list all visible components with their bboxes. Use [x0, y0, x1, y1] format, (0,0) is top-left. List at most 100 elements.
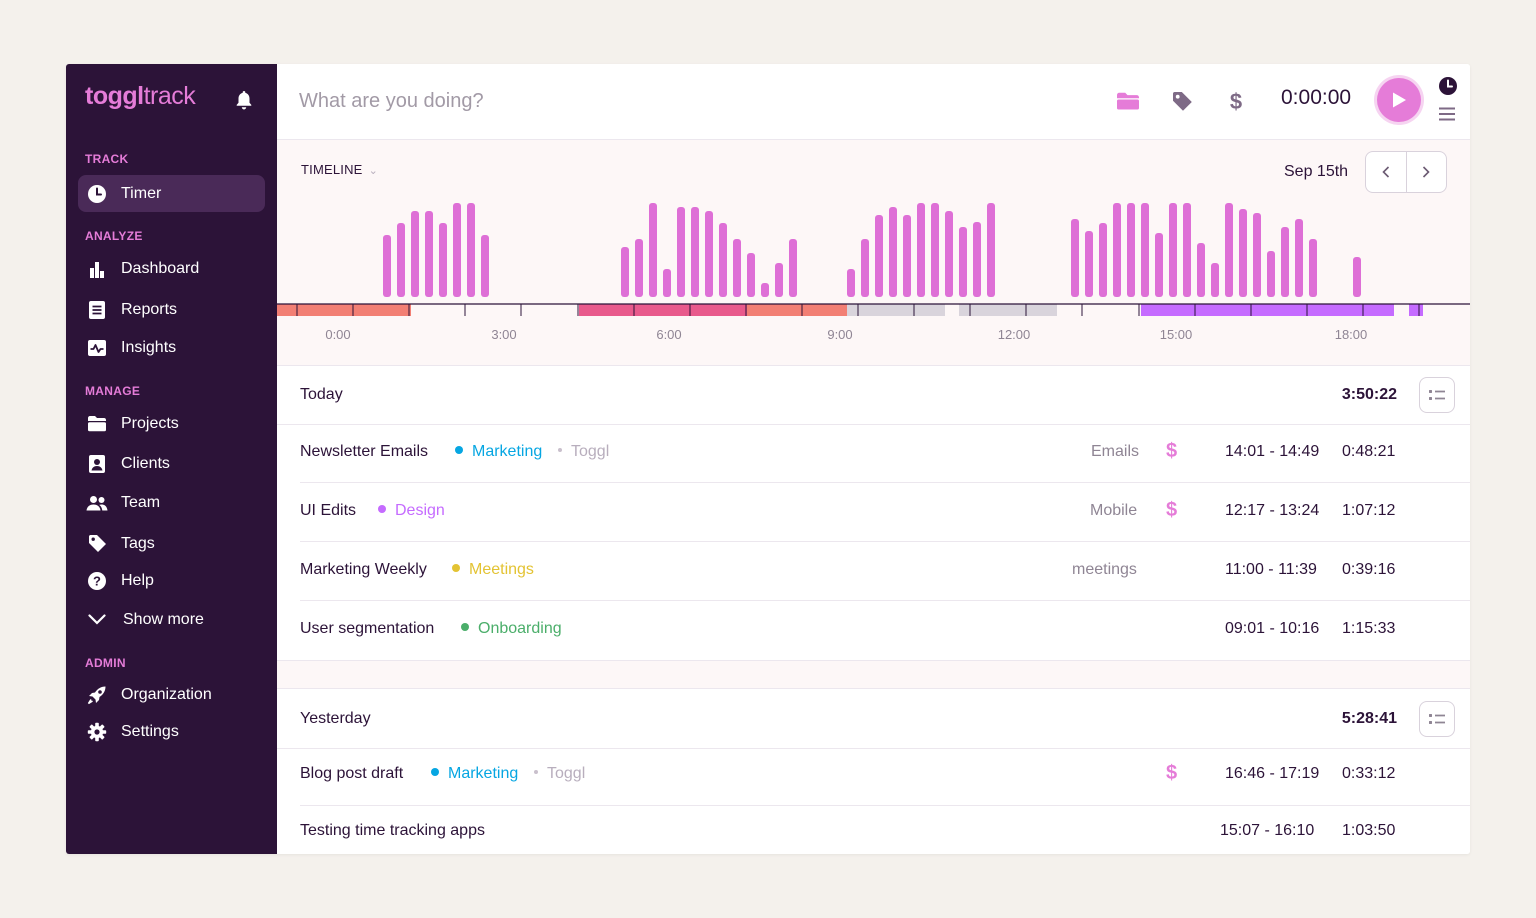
entry-description[interactable]: UI Edits	[300, 502, 357, 519]
svg-text:$: $	[1230, 89, 1242, 113]
entry-project[interactable]: Marketing	[431, 765, 518, 783]
activity-bar	[903, 215, 911, 297]
entry-duration[interactable]: 0:33:12	[1342, 765, 1396, 782]
timeline-block[interactable]	[277, 304, 411, 316]
sidebar-item-settings[interactable]: Settings	[78, 713, 265, 750]
previous-day-button[interactable]	[1366, 152, 1406, 192]
description-input[interactable]	[299, 86, 999, 116]
help-icon: ?	[86, 570, 108, 592]
tag-icon[interactable]	[1170, 89, 1194, 113]
project-dot	[452, 564, 460, 572]
entry-duration[interactable]: 1:03:50	[1342, 822, 1396, 839]
activity-bar	[861, 239, 869, 297]
manual-mode-icon[interactable]	[1438, 107, 1460, 126]
timeline-block[interactable]	[959, 304, 1057, 316]
timer-mode-icon[interactable]	[1438, 76, 1460, 98]
entry-project[interactable]: Meetings	[452, 561, 534, 579]
logo[interactable]: toggltrack	[85, 82, 196, 111]
entry-time-range[interactable]: 12:17 - 13:24	[1225, 502, 1320, 519]
activity-bar	[677, 207, 685, 297]
billable-dollar-icon[interactable]: $	[1166, 499, 1178, 521]
client-dot	[534, 770, 538, 774]
activity-bar	[1281, 227, 1289, 297]
bulk-edit-button[interactable]	[1419, 701, 1455, 737]
entry-description[interactable]: User segmentation	[300, 620, 435, 637]
entry-description[interactable]: Newsletter Emails	[300, 443, 429, 460]
activity-bar	[383, 235, 391, 297]
project-name: Marketing	[472, 443, 543, 460]
activity-bar	[1211, 263, 1219, 297]
activity-bar	[987, 203, 995, 297]
timeline-block[interactable]	[847, 304, 945, 316]
sidebar-item-timer[interactable]: Timer	[78, 175, 265, 212]
activity-bar	[931, 203, 939, 297]
client-dot	[558, 448, 562, 452]
chevron-down-icon	[86, 609, 108, 631]
sidebar-item-reports[interactable]: Reports	[78, 291, 265, 328]
hour-label: 0:00	[325, 327, 350, 342]
entry-time-range[interactable]: 16:46 - 17:19	[1225, 765, 1320, 782]
entry-duration[interactable]: 0:39:16	[1342, 561, 1396, 578]
entry-duration[interactable]: 1:07:12	[1342, 502, 1396, 519]
sidebar-item-show-more[interactable]: Show more	[78, 601, 265, 638]
entry-project[interactable]: Onboarding	[461, 620, 562, 638]
bell-icon[interactable]	[235, 90, 253, 110]
hour-label: 9:00	[827, 327, 852, 342]
entry-time-range[interactable]: 09:01 - 10:16	[1225, 620, 1320, 637]
activity-bar	[411, 211, 419, 297]
activity-bar	[761, 283, 769, 297]
gear-icon	[86, 721, 108, 743]
time-entry-row[interactable]: Newsletter Emails Marketing Toggl Emails…	[300, 425, 1470, 483]
bulk-edit-button[interactable]	[1419, 377, 1455, 413]
project-name: Marketing	[448, 765, 519, 782]
entry-project[interactable]: Design	[378, 502, 445, 520]
client-name: Toggl	[571, 443, 610, 460]
sidebar-item-tags[interactable]: Tags	[78, 525, 265, 562]
timeline-block[interactable]	[579, 304, 747, 316]
entry-description[interactable]: Marketing Weekly	[300, 561, 427, 578]
entry-duration[interactable]: 0:48:21	[1342, 443, 1396, 460]
time-entry-row[interactable]: User segmentation Onboarding 09:01 - 10:…	[300, 602, 1470, 660]
sidebar-item-help[interactable]: ? Help	[78, 562, 265, 599]
billable-dollar-icon[interactable]: $	[1224, 89, 1248, 113]
entry-tag[interactable]: Mobile	[1090, 502, 1138, 519]
timeline-dropdown[interactable]: TIMELINE ⌄	[301, 162, 378, 177]
activity-bar	[719, 223, 727, 297]
entry-time-range[interactable]: 14:01 - 14:49	[1225, 443, 1320, 460]
section-label-admin: ADMIN	[85, 656, 126, 670]
billable-dollar-icon[interactable]: $	[1166, 762, 1178, 784]
activity-bar	[663, 269, 671, 297]
entry-description[interactable]: Blog post draft	[300, 765, 404, 782]
sidebar-item-team[interactable]: Team	[78, 484, 265, 521]
time-entry-row[interactable]: Blog post draft Marketing Toggl $ 16:46 …	[300, 749, 1470, 806]
time-entry-row[interactable]: Marketing Weekly Meetings meetings 11:00…	[300, 543, 1470, 601]
timeline-block[interactable]	[1409, 304, 1423, 316]
billable-dollar-icon[interactable]: $	[1166, 440, 1178, 462]
timeline-block[interactable]	[1141, 304, 1394, 316]
sidebar-item-insights[interactable]: Insights	[78, 329, 265, 366]
entry-tag[interactable]: Emails	[1091, 443, 1140, 460]
sidebar-item-projects[interactable]: Projects	[78, 405, 265, 442]
entry-duration[interactable]: 1:15:33	[1342, 620, 1396, 637]
activity-bar	[973, 222, 981, 297]
entry-project[interactable]: Marketing	[455, 443, 542, 461]
day-separator	[277, 660, 1470, 689]
sidebar-item-clients[interactable]: Clients	[78, 445, 265, 482]
sidebar-item-label: Projects	[121, 414, 179, 432]
entry-time-range[interactable]: 15:07 - 16:10	[1220, 822, 1315, 839]
entry-time-range[interactable]: 11:00 - 11:39	[1225, 561, 1317, 578]
folder-icon[interactable]	[1116, 89, 1140, 113]
sidebar-item-organization[interactable]: Organization	[78, 676, 265, 713]
entry-description[interactable]: Testing time tracking apps	[300, 822, 485, 839]
start-timer-button[interactable]	[1377, 78, 1421, 122]
sidebar: toggltrack TRACK Timer ANALYZE Dashboard…	[66, 64, 277, 854]
project-dot	[455, 446, 463, 454]
timeline-block[interactable]	[747, 304, 847, 316]
next-day-button[interactable]	[1405, 152, 1447, 192]
project-name: Meetings	[469, 561, 534, 578]
sidebar-item-dashboard[interactable]: Dashboard	[78, 250, 265, 287]
activity-bar	[789, 239, 797, 297]
time-entry-row[interactable]: Testing time tracking apps 15:07 - 16:10…	[300, 806, 1470, 854]
time-entry-row[interactable]: UI Edits Design Mobile $ 12:17 - 13:24 1…	[300, 484, 1470, 542]
entry-tag[interactable]: meetings	[1072, 561, 1137, 578]
